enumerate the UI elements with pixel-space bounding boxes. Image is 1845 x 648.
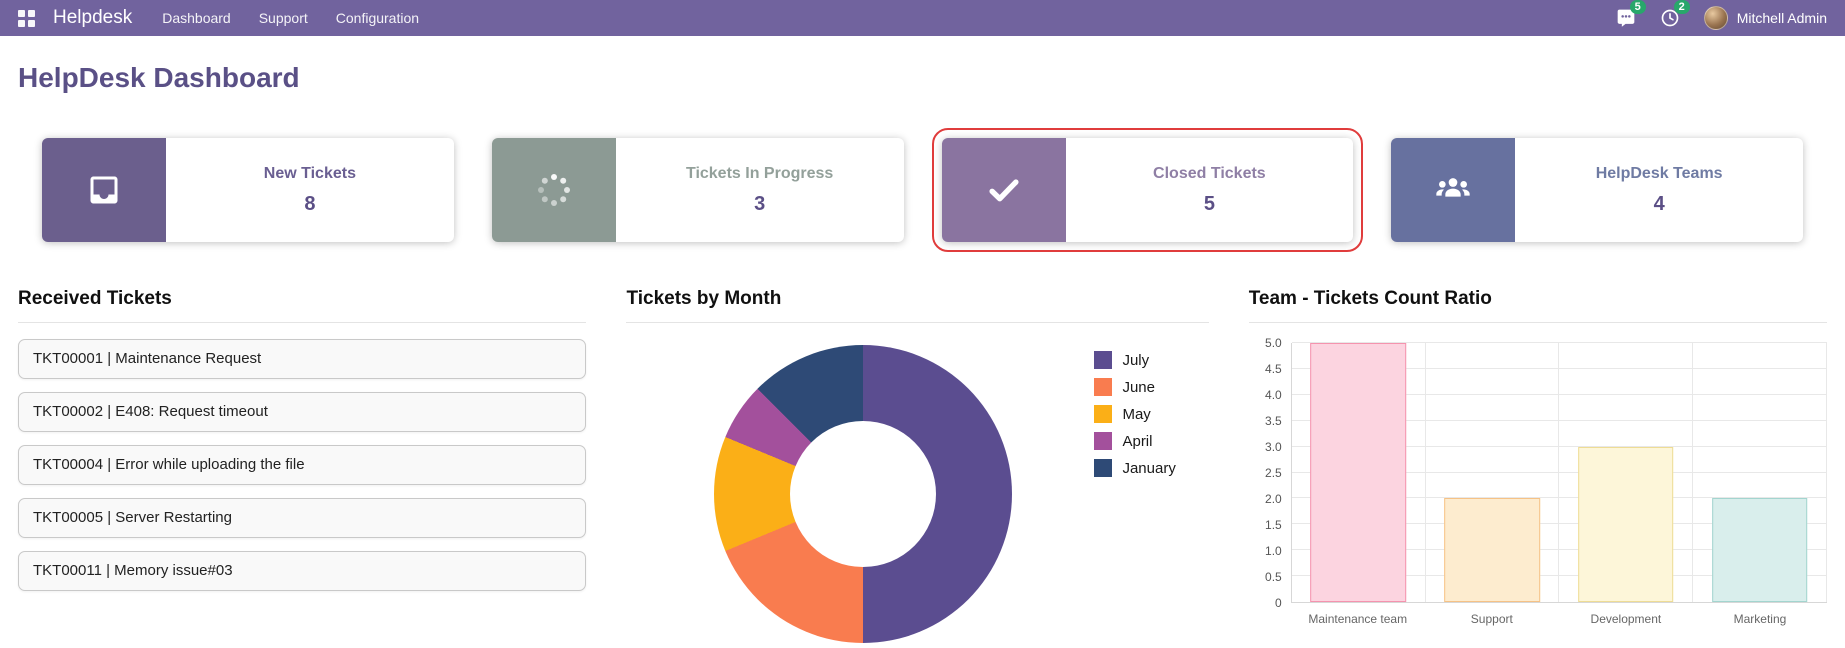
received-tickets-title: Received Tickets <box>18 288 587 323</box>
user-name: Mitchell Admin <box>1736 10 1827 26</box>
kpi-body: HelpDesk Teams 4 <box>1515 138 1803 242</box>
ticket-list-item[interactable]: TKT00011 | Memory issue#03 <box>18 551 587 591</box>
legend-item-may[interactable]: May <box>1094 405 1175 423</box>
kpi-label: New Tickets <box>263 164 356 182</box>
user-menu[interactable]: Mitchell Admin <box>1703 6 1827 30</box>
apps-grid-icon[interactable] <box>18 9 35 27</box>
legend-label: April <box>1122 432 1153 450</box>
nav-item-support[interactable]: Support <box>258 10 308 26</box>
bar-slot <box>1559 343 1694 602</box>
bar-development[interactable] <box>1577 446 1674 602</box>
legend-label: May <box>1122 405 1151 423</box>
kpi-value: 3 <box>754 192 766 215</box>
clock-icon <box>1661 9 1679 27</box>
kpi-card-new-tickets[interactable]: New Tickets 8 <box>42 138 454 242</box>
tickets-by-month-section: Tickets by Month July June May <box>626 288 1209 643</box>
check-icon <box>941 138 1066 242</box>
team-icon <box>1391 138 1516 242</box>
x-axis-label: Maintenance team <box>1308 612 1408 626</box>
team-tickets-ratio-title: Team - Tickets Count Ratio <box>1248 288 1827 323</box>
legend-item-june[interactable]: June <box>1094 378 1175 396</box>
avatar <box>1703 6 1728 30</box>
legend-swatch <box>1094 405 1113 423</box>
donut-legend: July June May April January <box>1094 351 1176 643</box>
y-axis-tick: 4.0 <box>1265 388 1282 402</box>
ticket-list-item[interactable]: TKT00004 | Error while uploading the fil… <box>18 445 587 485</box>
kpi-card-closed-tickets[interactable]: Closed Tickets 5 <box>931 128 1364 252</box>
dashboard-sections: Received Tickets TKT00001 | Maintenance … <box>0 288 1845 643</box>
bar-slot <box>1693 343 1828 602</box>
spinner-icon <box>491 138 616 242</box>
legend-label: January <box>1122 459 1176 477</box>
bar-plot <box>1290 342 1828 603</box>
ticket-list-item[interactable]: TKT00002 | E408: Request timeout <box>18 392 587 432</box>
y-axis-tick: 4.5 <box>1265 362 1282 376</box>
kpi-label: HelpDesk Teams <box>1595 164 1723 182</box>
team-tickets-bar-chart: 0 0.5 1.0 1.5 2.0 2.5 3.0 3.5 4.0 4.5 5.0 Maintena… <box>1249 336 1828 626</box>
bar-x-labels: Maintenance team Support Development Market… <box>1291 612 1827 626</box>
y-axis-tick: 2.0 <box>1265 492 1282 506</box>
kpi-label: Closed Tickets <box>1153 164 1266 182</box>
x-axis-label: Support <box>1470 612 1513 626</box>
received-tickets-section: Received Tickets TKT00001 | Maintenance … <box>18 288 587 643</box>
nav-item-dashboard[interactable]: Dashboard <box>162 10 231 26</box>
kpi-value: 8 <box>304 192 316 215</box>
kpi-cards-row: New Tickets 8 Tickets In Progress 3 Clos… <box>0 102 1845 252</box>
legend-item-january[interactable]: January <box>1094 459 1176 477</box>
kpi-body: New Tickets 8 <box>166 138 454 242</box>
x-axis-label: Marketing <box>1733 612 1787 626</box>
kpi-card-tickets-in-progress[interactable]: Tickets In Progress 3 <box>491 138 904 242</box>
bar-slot <box>1292 343 1426 602</box>
kpi-body: Tickets In Progress 3 <box>616 138 904 242</box>
legend-swatch <box>1094 432 1113 450</box>
kpi-value: 5 <box>1203 192 1215 215</box>
bar-maintenance-team[interactable] <box>1310 343 1406 602</box>
tickets-by-month-donut[interactable] <box>714 345 1013 643</box>
ticket-list-item[interactable]: TKT00001 | Maintenance Request <box>18 339 587 379</box>
tickets-by-month-title: Tickets by Month <box>626 288 1209 323</box>
activities-button[interactable]: 2 <box>1660 0 1690 28</box>
messages-badge: 5 <box>1629 0 1646 14</box>
y-axis-tick: 5.0 <box>1265 336 1282 350</box>
activities-badge: 2 <box>1673 0 1690 14</box>
page-title: HelpDesk Dashboard <box>18 62 300 93</box>
legend-label: June <box>1122 378 1155 396</box>
app-brand[interactable]: Helpdesk <box>53 7 133 28</box>
messages-button[interactable]: 5 <box>1616 0 1646 28</box>
bar-plot-wrap: Maintenance team Support Development Market… <box>1290 342 1828 626</box>
y-axis-tick: 3.5 <box>1265 414 1282 428</box>
chat-icon <box>1617 9 1635 27</box>
y-axis-tick: 3.0 <box>1265 440 1282 454</box>
legend-swatch <box>1094 351 1113 369</box>
kpi-body: Closed Tickets 5 <box>1066 138 1354 242</box>
navbar-right: 5 2 Mitchell Admin <box>1616 0 1827 30</box>
kpi-card-helpdesk-teams[interactable]: HelpDesk Teams 4 <box>1391 138 1803 242</box>
legend-item-july[interactable]: July <box>1094 351 1175 369</box>
legend-item-april[interactable]: April <box>1094 432 1175 450</box>
bar-marketing[interactable] <box>1711 498 1808 602</box>
donut-hole <box>790 421 937 567</box>
legend-label: July <box>1122 351 1150 369</box>
y-axis-tick: 1.0 <box>1265 544 1282 558</box>
y-axis-tick: 0 <box>1275 596 1282 610</box>
x-axis-label: Development <box>1590 612 1662 626</box>
y-axis-tick: 2.5 <box>1265 466 1282 480</box>
gridline <box>1291 342 1827 343</box>
bar-slot <box>1426 343 1560 602</box>
received-tickets-list: TKT00001 | Maintenance Request TKT00002 … <box>18 339 587 591</box>
y-axis-tick: 1.5 <box>1265 518 1282 532</box>
team-tickets-ratio-section: Team - Tickets Count Ratio 0 0.5 1.0 1.5 2.0… <box>1248 288 1828 643</box>
legend-swatch <box>1094 459 1113 477</box>
bar-support[interactable] <box>1444 498 1540 602</box>
bar-y-axis: 0 0.5 1.0 1.5 2.0 2.5 3.0 3.5 4.0 4.5 5.0 <box>1249 336 1291 610</box>
y-axis-tick: 0.5 <box>1265 570 1282 584</box>
donut-chart-area: July June May April January <box>626 345 1208 643</box>
kpi-value: 4 <box>1653 192 1665 215</box>
ticket-list-item[interactable]: TKT00005 | Server Restarting <box>18 498 587 538</box>
kpi-label: Tickets In Progress <box>685 164 834 182</box>
inbox-icon <box>42 138 166 242</box>
top-navbar: Helpdesk Dashboard Support Configuration… <box>0 0 1845 36</box>
legend-swatch <box>1094 378 1113 396</box>
nav-item-configuration[interactable]: Configuration <box>335 10 420 26</box>
